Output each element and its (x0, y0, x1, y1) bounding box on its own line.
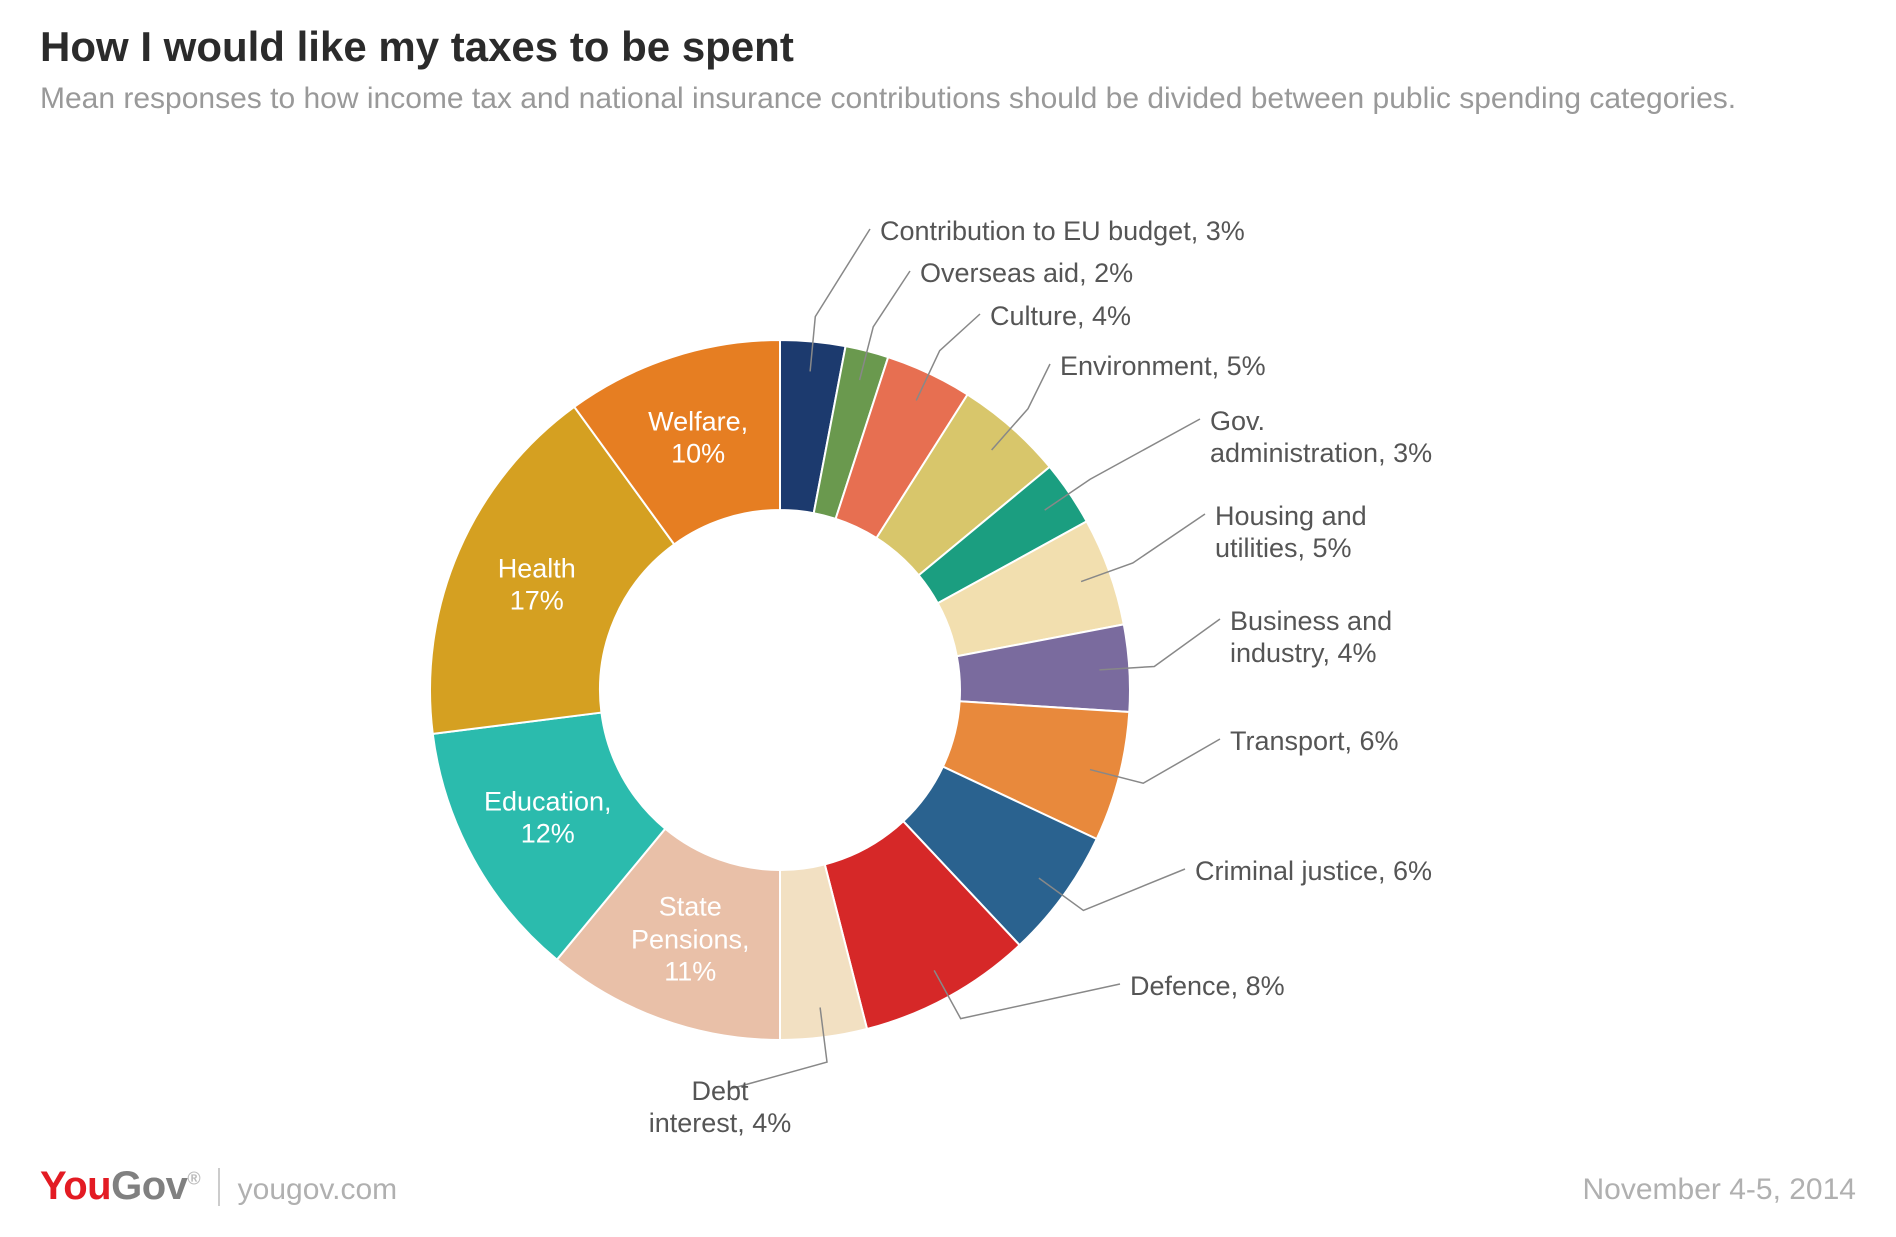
brand-divider (218, 1168, 220, 1206)
brand-url: yougov.com (238, 1173, 398, 1207)
slice-outer-label: Criminal justice, 6% (1195, 855, 1432, 887)
donut-chart: Contribution to EU budget, 3% Overseas ai… (0, 180, 1896, 1140)
slice-inner-label: Welfare, 10% (648, 406, 748, 471)
slice-inner-label: Education, 12% (484, 785, 612, 850)
slice-outer-label: Transport, 6% (1230, 725, 1399, 757)
slice-outer-label: Contribution to EU budget, 3% (880, 215, 1245, 247)
chart-subtitle: Mean responses to how income tax and nat… (40, 80, 1840, 118)
slice-outer-label: Housing and utilities, 5% (1215, 500, 1367, 565)
slice-outer-label: Environment, 5% (1060, 350, 1266, 382)
slice-outer-label: Culture, 4% (990, 300, 1131, 332)
brand-logo: YouGov® (40, 1164, 200, 1209)
slice-outer-label: Business and industry, 4% (1230, 605, 1392, 670)
brand-reg: ® (187, 1169, 200, 1189)
chart-footer: YouGov® yougov.com November 4-5, 2014 (40, 1164, 1856, 1209)
slice-outer-label: Defence, 8% (1130, 970, 1285, 1002)
slice-outer-label: Gov. administration, 3% (1210, 405, 1432, 470)
slice-inner-label: Health 17% (498, 552, 576, 617)
brand-you: You (40, 1164, 111, 1208)
slice-inner-label: State Pensions, 11% (631, 891, 750, 988)
slice-outer-label: Overseas aid, 2% (920, 257, 1133, 289)
brand-block: YouGov® yougov.com (40, 1164, 397, 1209)
brand-gov: Gov (111, 1164, 187, 1208)
chart-date: November 4-5, 2014 (1583, 1173, 1857, 1207)
slice-outer-label: Debt interest, 4% (649, 1075, 792, 1140)
chart-title: How I would like my taxes to be spent (40, 24, 1856, 70)
